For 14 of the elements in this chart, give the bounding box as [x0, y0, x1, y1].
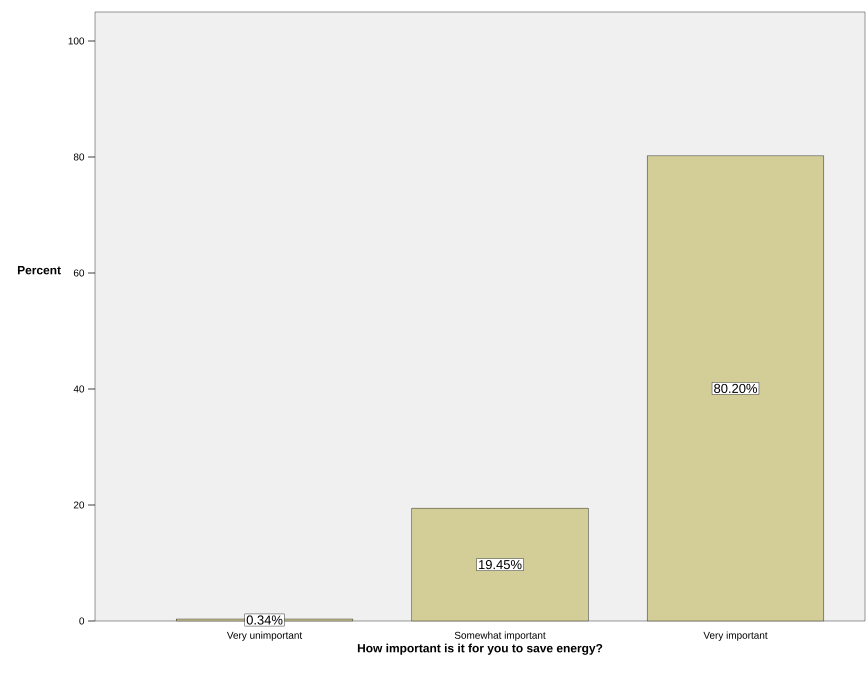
y-tick-label: 80 [74, 153, 84, 161]
y-tick-label: 0 [79, 617, 84, 625]
x-tick-label: Very unimportant [226, 632, 302, 641]
x-tick-label: Very important [703, 632, 768, 641]
x-tick-label: Somewhat important [454, 632, 546, 641]
data-label: 80.20% [714, 384, 757, 393]
y-tick-label: 100 [68, 37, 84, 45]
y-axis-title: Percent [18, 266, 61, 274]
y-tick-label: 40 [74, 385, 84, 393]
y-tick-label: 20 [74, 501, 84, 509]
y-tick-label: 60 [74, 269, 84, 277]
data-label: 19.45% [479, 560, 522, 570]
data-label: 0.34% [246, 615, 282, 625]
x-axis-title: How important is it for you to save energy? [358, 644, 602, 655]
